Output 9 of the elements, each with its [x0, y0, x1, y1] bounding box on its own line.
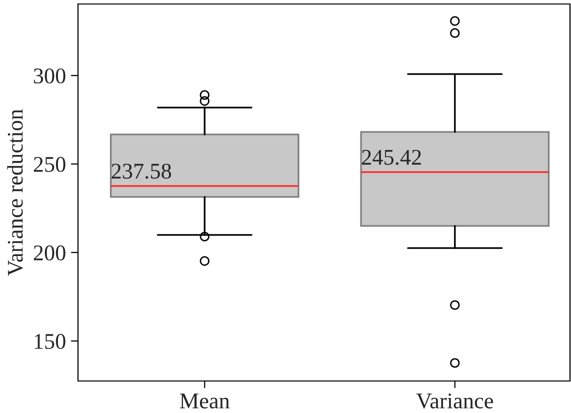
y-axis-title: Variance reduction [7, 109, 23, 276]
x-tick-label: Variance [416, 394, 493, 409]
annotation: 237.58 [112, 164, 172, 179]
y-tick-label: 150 [34, 334, 66, 349]
y-tick-label: 300 [34, 68, 66, 84]
x-tick-label: Mean [180, 394, 230, 408]
y-tick-label: 200 [34, 245, 66, 260]
annotation: 245.42 [362, 150, 421, 165]
y-tick-label: 250 [34, 156, 66, 172]
